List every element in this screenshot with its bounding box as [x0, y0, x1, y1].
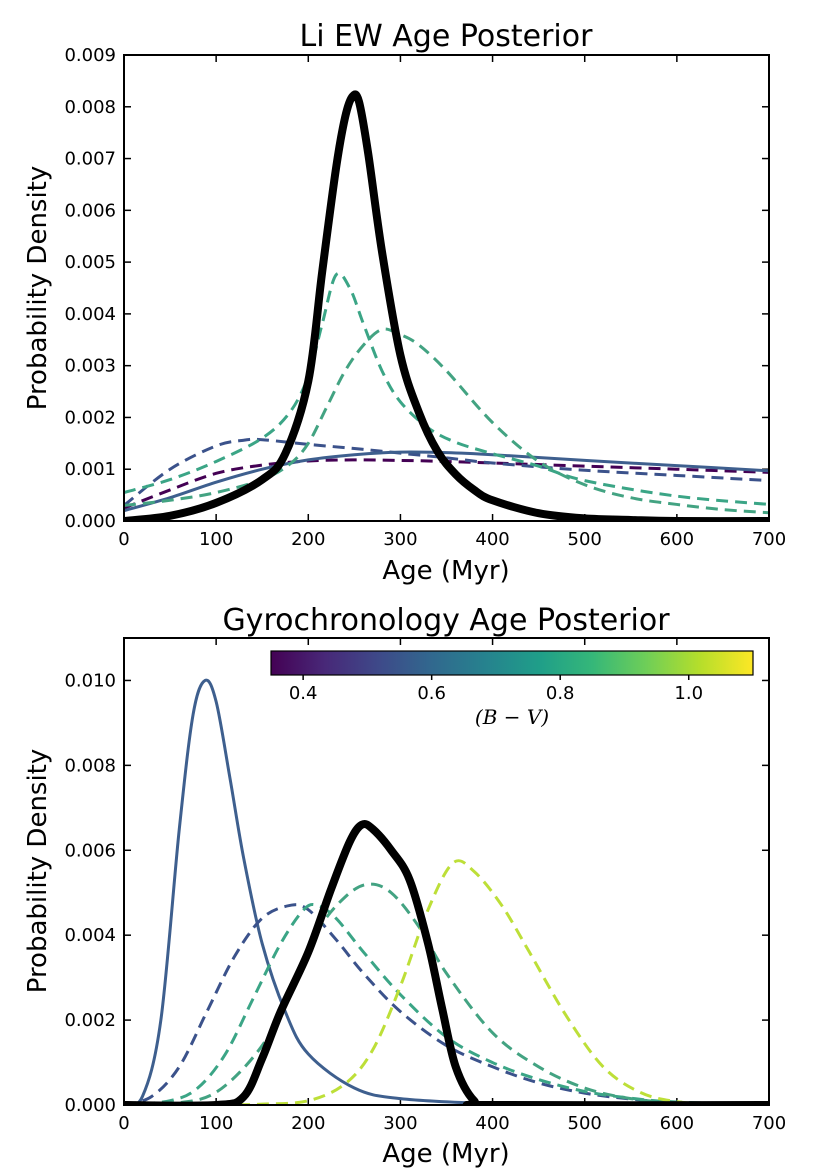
y-tick-label: 0.004 — [64, 925, 116, 946]
x-tick-label: 600 — [660, 529, 694, 550]
x-tick-label: 500 — [568, 1113, 602, 1134]
x-tick-label: 600 — [660, 1113, 694, 1134]
colorbar-label: (B − V) — [475, 705, 549, 729]
series-group — [124, 678, 769, 1105]
y-tick-label: 0.000 — [64, 1095, 116, 1116]
y-tick-label: 0.001 — [64, 459, 116, 480]
series-line-b-v-0-50 — [124, 903, 769, 1105]
x-tick-label: 500 — [568, 529, 602, 550]
x-tick-label: 0 — [118, 1113, 129, 1134]
series-line-combined — [124, 819, 769, 1105]
li-ew-panel: Li EW Age Posterior 0 100 200 300 400 500 600 7… — [23, 19, 786, 586]
x-tick-label: 400 — [475, 1113, 509, 1134]
y-tick-label: 0.000 — [64, 511, 116, 532]
x-tick-label: 200 — [291, 529, 325, 550]
chart-title: Gyrochronology Age Posterior — [222, 603, 670, 638]
y-tick-label: 0.004 — [64, 304, 116, 325]
x-tick-label: 700 — [752, 529, 786, 550]
x-tick-label: 400 — [475, 529, 509, 550]
y-tick-label: 0.003 — [64, 356, 116, 377]
colorbar: 0.4 0.6 0.8 1.0 (B − V) — [270, 650, 754, 729]
y-tick-label: 0.008 — [64, 755, 116, 776]
y-tick-label: 0.009 — [64, 45, 116, 66]
y-tick-label: 0.006 — [64, 840, 116, 861]
plot-frame — [123, 54, 770, 522]
colorbar-tick-label: 1.0 — [674, 683, 703, 704]
series-line-b-v-0-35 — [124, 458, 769, 510]
series-line-combined — [124, 90, 769, 521]
gyrochronology-panel: Gyrochronology Age Posterior 0 100 200 300 4… — [23, 603, 786, 1169]
x-tick-label: 200 — [291, 1113, 325, 1134]
plot-frame — [123, 637, 770, 1106]
x-axis-label: Age (Myr) — [382, 1139, 509, 1169]
y-tick-label: 0.002 — [64, 407, 116, 428]
axis-ticks: 0 100 200 300 400 500 600 700 0.000 0.001 0.002 0.0… — [64, 45, 786, 550]
series-line-b-v-0-55 — [124, 450, 769, 513]
y-tick-label: 0.010 — [64, 670, 116, 691]
chart-title: Li EW Age Posterior — [300, 19, 594, 54]
y-tick-label: 0.007 — [64, 149, 116, 170]
colorbar-ticks: 0.4 0.6 0.8 1.0 — [289, 675, 703, 704]
x-tick-label: 100 — [199, 1113, 233, 1134]
series-line-b-v-1-05 — [124, 859, 769, 1105]
x-axis-label: Age (Myr) — [382, 556, 509, 586]
x-tick-label: 0 — [118, 529, 129, 550]
y-tick-label: 0.005 — [64, 252, 116, 273]
x-tick-label: 300 — [383, 529, 417, 550]
y-tick-label: 0.008 — [64, 97, 116, 118]
series-line-b-v-0-75 — [124, 903, 769, 1105]
series-line-b-v-0-80 — [124, 327, 769, 515]
colorbar-tick-label: 0.8 — [546, 683, 575, 704]
y-axis-label: Probability Density — [23, 166, 53, 411]
y-tick-label: 0.002 — [64, 1010, 116, 1031]
y-tick-label: 0.006 — [64, 200, 116, 221]
colorbar-gradient — [270, 650, 754, 676]
series-line-b-v-0-80 — [124, 882, 769, 1105]
y-axis-label: Probability Density — [23, 749, 53, 994]
x-tick-label: 700 — [752, 1113, 786, 1134]
x-tick-label: 300 — [383, 1113, 417, 1134]
series-group — [124, 90, 769, 521]
colorbar-tick-label: 0.4 — [289, 683, 318, 704]
x-tick-label: 100 — [199, 529, 233, 550]
colorbar-tick-label: 0.6 — [417, 683, 446, 704]
series-line-b-v-0-50 — [124, 437, 769, 507]
axis-ticks: 0 100 200 300 400 500 600 700 0.000 0.002 0.004 0.0… — [64, 638, 786, 1134]
